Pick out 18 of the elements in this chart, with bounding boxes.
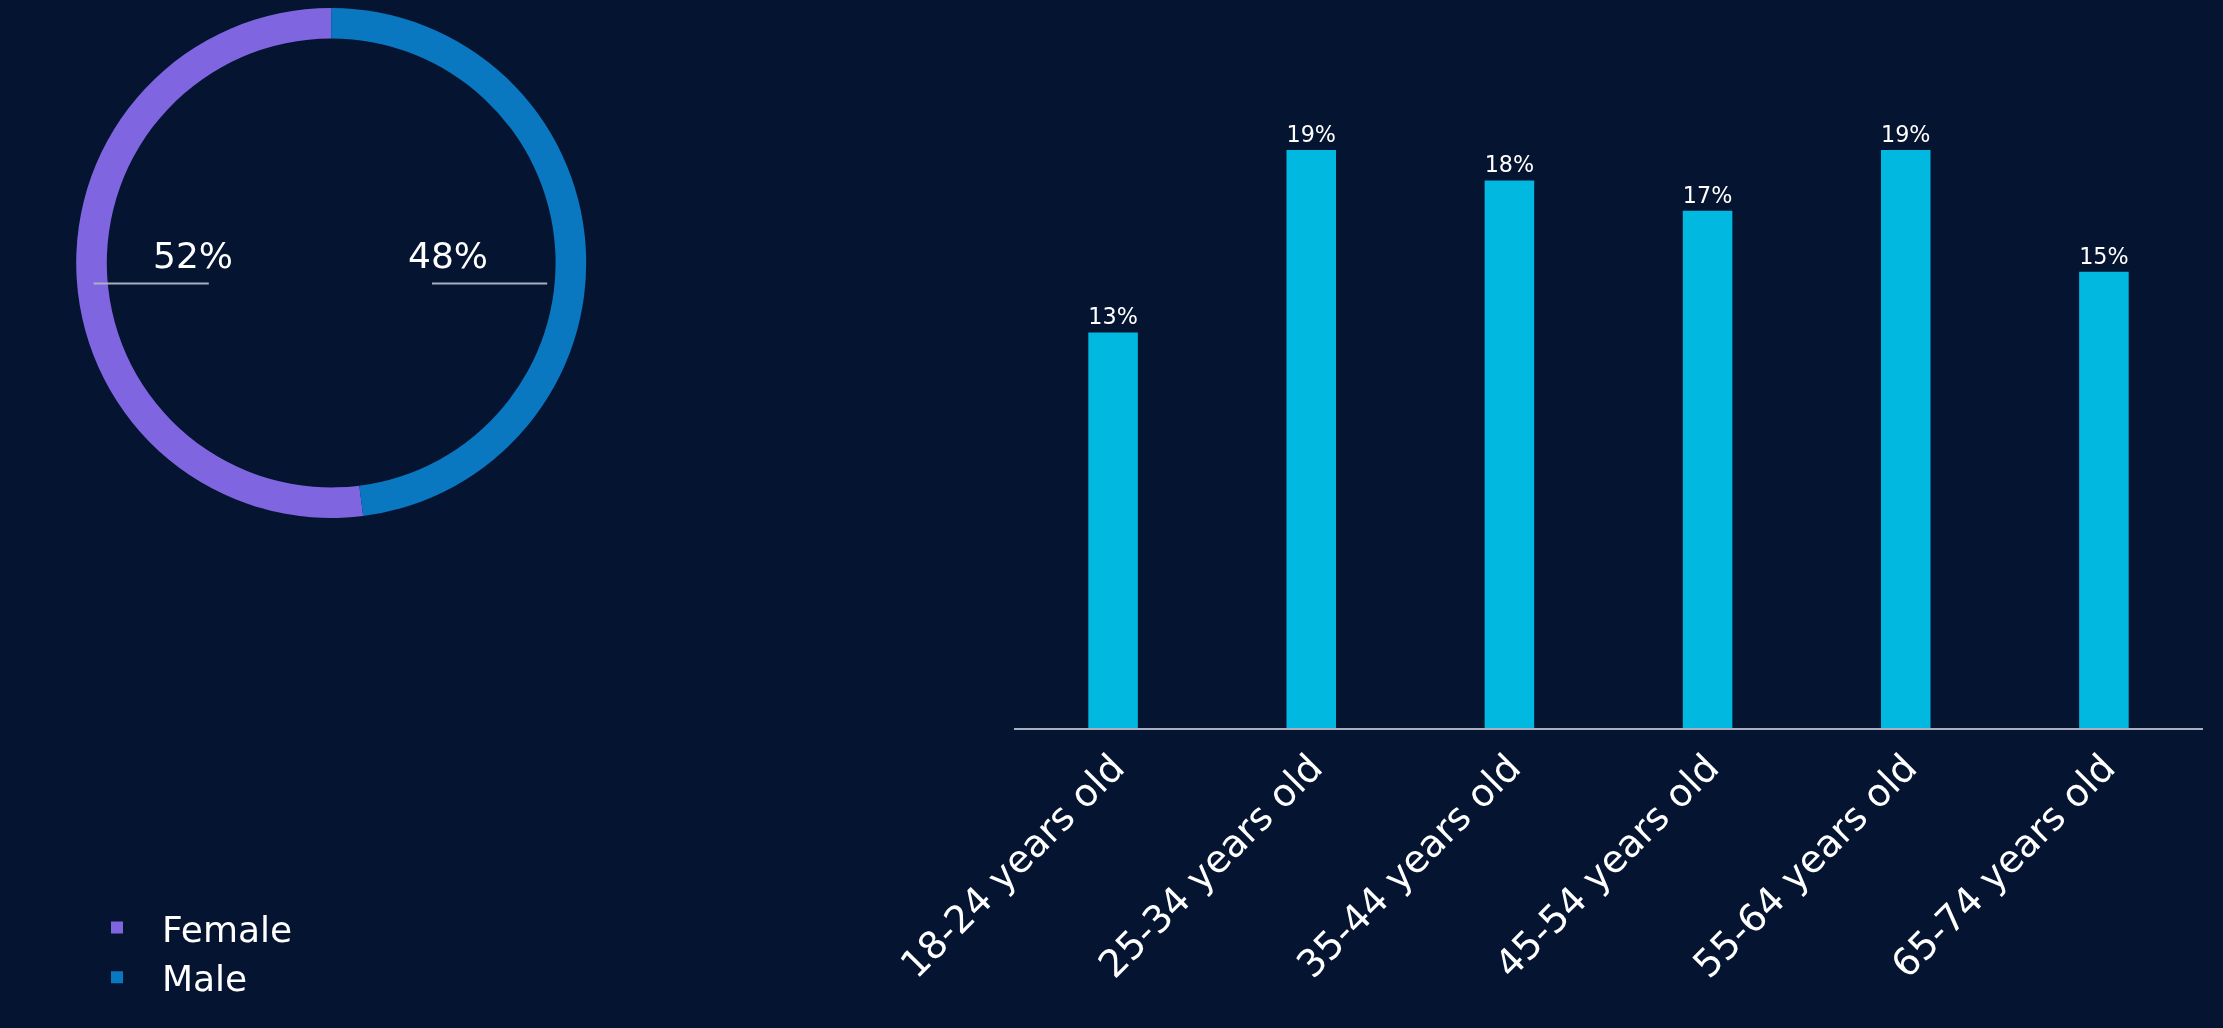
data-label: 18% [1484,151,1535,178]
bar [1286,150,1337,728]
donut-slice [76,8,364,518]
data-label: 48% [408,235,489,276]
legend-label: Female [162,908,293,950]
legend-label: Male [162,958,248,1000]
data-label: 52% [153,235,234,276]
data-label: 19% [1881,120,1931,147]
bar [1484,180,1535,728]
data-label: 19% [1286,120,1336,147]
data-label: 17% [1682,181,1733,208]
bar [1088,332,1138,728]
bar [1682,210,1733,728]
bar [1880,150,1931,728]
donut-slice [331,8,586,516]
data-label: 15% [2079,242,2129,269]
data-label: 13% [1088,303,1138,330]
bar [2079,271,2129,728]
